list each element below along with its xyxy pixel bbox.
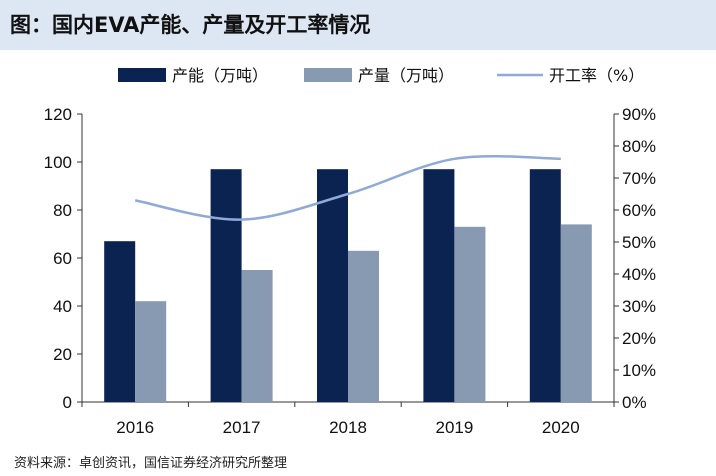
source-note: 资料来源：卓创资讯，国信证券经济研究所整理 xyxy=(14,456,288,471)
right-axis-tick-label: 0% xyxy=(622,393,647,412)
legend-swatch xyxy=(304,68,352,82)
right-axis-tick-label: 30% xyxy=(622,297,656,316)
left-axis-tick-label: 80 xyxy=(53,201,72,220)
capacity-bar xyxy=(423,169,455,402)
x-axis-tick-label: 2016 xyxy=(116,418,154,437)
right-axis-tick-label: 70% xyxy=(622,169,656,188)
right-axis-tick-label: 20% xyxy=(622,329,656,348)
capacity-bar xyxy=(529,169,561,402)
right-axis-tick-label: 50% xyxy=(622,233,656,252)
capacity-bar xyxy=(104,241,136,402)
output-bar xyxy=(241,270,273,402)
right-axis-tick-label: 90% xyxy=(622,105,656,124)
output-bar xyxy=(348,250,379,402)
x-axis-tick-label: 2017 xyxy=(223,418,261,437)
output-bar xyxy=(454,226,486,402)
left-axis-tick-label: 60 xyxy=(53,249,72,268)
x-axis-tick-label: 2018 xyxy=(329,418,367,437)
right-axis-tick-label: 10% xyxy=(622,361,656,380)
legend-label: 开工率（%） xyxy=(549,66,644,85)
chart-title: 图：国内EVA产能、产量及开工率情况 xyxy=(10,13,371,37)
output-bar xyxy=(135,301,167,402)
legend-label: 产量（万吨） xyxy=(358,66,454,85)
right-axis-tick-label: 60% xyxy=(622,201,656,220)
title-bar: 图：国内EVA产能、产量及开工率情况 xyxy=(0,0,716,50)
left-axis-tick-label: 100 xyxy=(44,153,72,172)
left-axis-tick-label: 120 xyxy=(44,105,72,124)
legend-swatch xyxy=(118,68,166,82)
utilization-line xyxy=(134,154,561,221)
capacity-bar xyxy=(317,169,348,402)
legend-label: 产能（万吨） xyxy=(172,66,268,85)
left-axis-tick-label: 20 xyxy=(53,345,72,364)
x-axis-tick-label: 2020 xyxy=(542,418,580,437)
output-bar xyxy=(560,224,592,402)
right-axis-tick-label: 80% xyxy=(622,137,656,156)
capacity-bar xyxy=(210,169,242,402)
left-axis-tick-label: 40 xyxy=(53,297,72,316)
x-axis-tick-label: 2019 xyxy=(435,418,473,437)
right-axis-tick-label: 40% xyxy=(622,265,656,284)
left-axis-tick-label: 0 xyxy=(63,393,72,412)
